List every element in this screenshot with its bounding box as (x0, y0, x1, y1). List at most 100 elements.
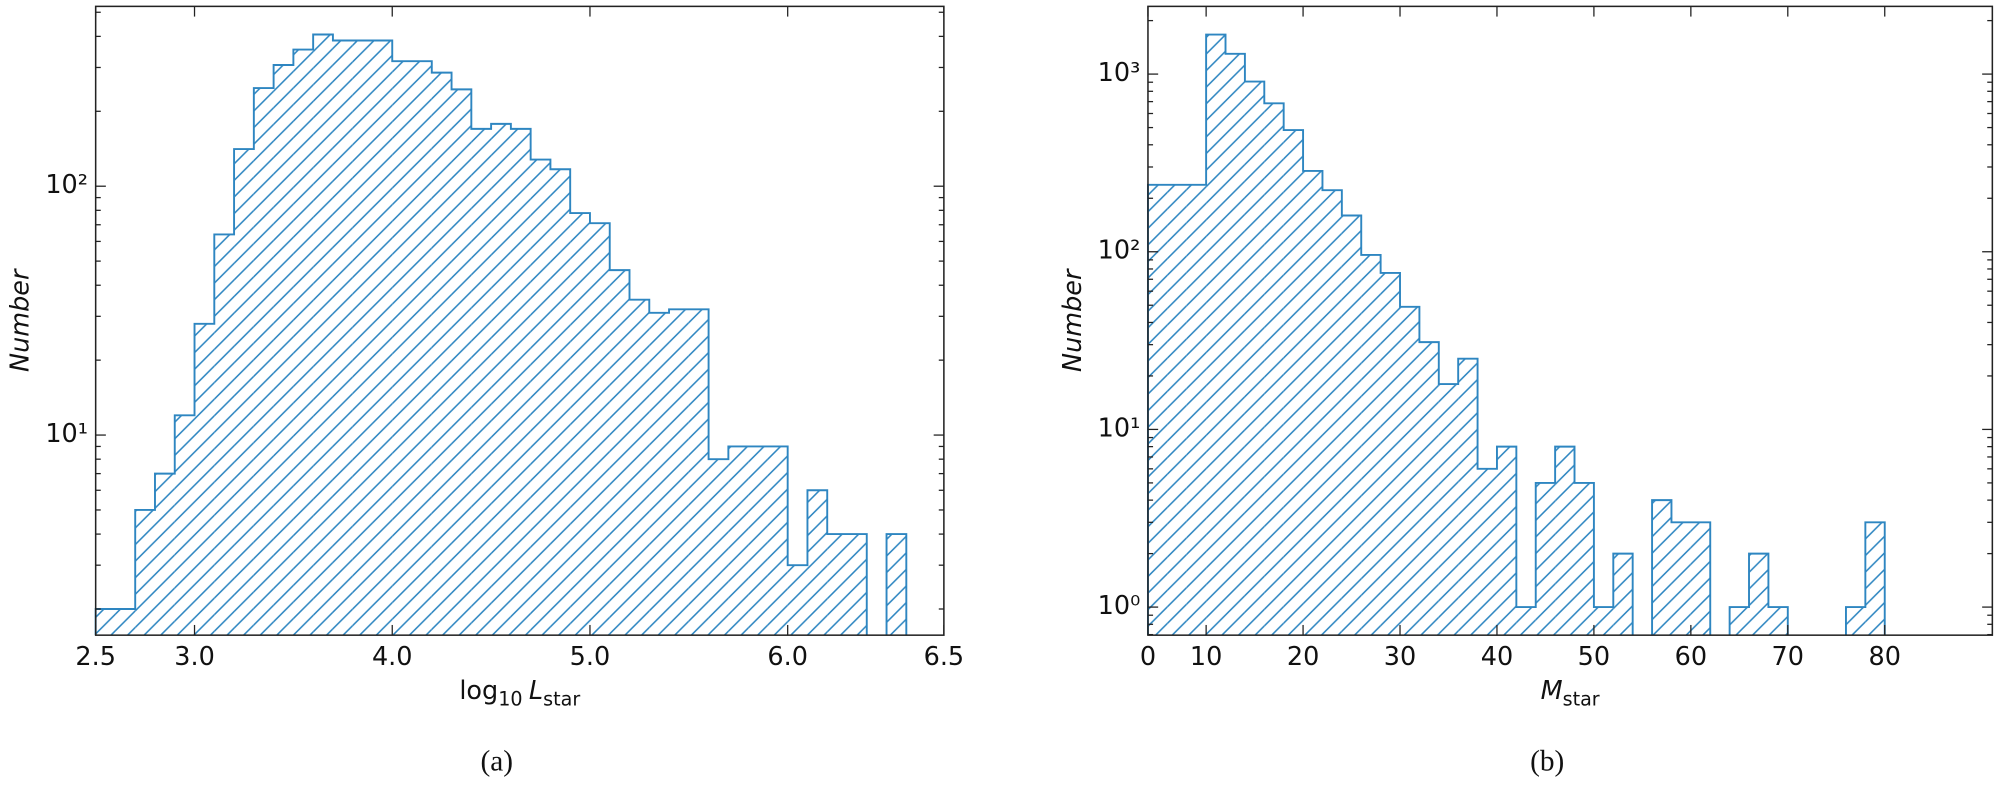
bar (589, 223, 610, 636)
bar (510, 128, 531, 636)
bar (708, 459, 729, 636)
bar (352, 40, 373, 636)
bar (1283, 130, 1304, 636)
bar (1613, 553, 1633, 636)
bar (372, 40, 393, 636)
x-tick-label: 10 (1190, 642, 1222, 672)
bar (1671, 522, 1691, 636)
y-axis-label: Number (1058, 268, 1088, 372)
x-tick-label: 3.0 (174, 642, 215, 672)
bar (1516, 607, 1536, 636)
bar (1380, 272, 1401, 636)
bar (95, 609, 116, 636)
histogram-panel: 0 10 20 30 40 50 60 70 80 10⁰ 10¹ 10² 10³ Number Mstar… (1058, 5, 1994, 777)
y-tick-label: 10³ (1098, 58, 1141, 88)
y-tick-label: 10¹ (45, 419, 88, 449)
bar (471, 128, 492, 636)
bar (728, 446, 749, 636)
bar (1206, 34, 1226, 636)
x-label-text: L (529, 676, 543, 706)
bar (530, 159, 551, 636)
y-tick-label: 10⁰ (1098, 591, 1141, 621)
x-label-subscript: star (1563, 687, 1600, 710)
x-label-subscript: star (543, 687, 580, 710)
bar (1400, 306, 1420, 636)
bar (214, 234, 235, 636)
bar (1690, 522, 1711, 636)
bar (1264, 103, 1284, 636)
x-tick-label: 6.5 (924, 642, 965, 672)
bar (491, 123, 511, 636)
bar (392, 61, 413, 636)
bar (767, 446, 788, 636)
bar (1845, 607, 1866, 636)
bar (135, 509, 155, 636)
bar (1477, 468, 1497, 636)
bar (1167, 184, 1187, 636)
bar (1496, 446, 1517, 636)
x-axis-label: Mstar (1541, 676, 1600, 710)
bar (1303, 170, 1323, 636)
bar (332, 40, 353, 636)
x-tick-label: 80 (1869, 642, 1901, 672)
x-tick-label: 60 (1675, 642, 1707, 672)
bar (1652, 500, 1672, 636)
bar (886, 534, 907, 636)
bar (748, 446, 768, 636)
y-tick-label: 10² (1098, 236, 1141, 266)
bar (115, 609, 136, 636)
bar (1458, 358, 1478, 636)
bar (451, 89, 472, 636)
bar (1574, 482, 1594, 636)
y-tick-label: 10² (45, 170, 88, 200)
bar (688, 309, 709, 636)
bar (570, 213, 590, 636)
bar (787, 565, 808, 636)
x-axis-label: log10 Lstar (459, 676, 580, 710)
x-label-text: log (459, 676, 498, 706)
bar (1147, 184, 1168, 636)
x-label-subscript: 10 (498, 687, 522, 710)
bar (669, 309, 689, 636)
bar (1361, 254, 1381, 636)
x-tick-label: 70 (1772, 642, 1804, 672)
bar (253, 88, 274, 636)
bar (1244, 81, 1265, 636)
x-tick-label: 0 (1140, 642, 1156, 672)
bar (273, 64, 294, 636)
x-tick-label: 6.0 (767, 642, 808, 672)
histogram-panel: 2.5 3.0 4.0 5.0 6.0 6.5 10¹ 10² Number log10 Lstar… (6, 5, 965, 777)
histogram-outline (94, 33, 908, 636)
bar (1768, 607, 1788, 636)
x-tick-label: 20 (1287, 642, 1319, 672)
x-tick-label: 50 (1578, 642, 1610, 672)
bar (431, 72, 452, 636)
bar (174, 415, 195, 636)
bar (827, 534, 847, 636)
bar (1225, 53, 1245, 636)
x-tick-label: 4.0 (372, 642, 413, 672)
bar (807, 490, 828, 636)
bar (1593, 607, 1614, 636)
x-label-text: M (1541, 676, 1563, 706)
plot-frame (1147, 5, 1994, 636)
bar (846, 534, 867, 636)
bar (1186, 184, 1207, 636)
bar (1749, 553, 1769, 636)
bar (1438, 384, 1459, 636)
bar (1322, 190, 1342, 636)
y-axis-label: Number (6, 268, 36, 372)
bar (1535, 482, 1556, 636)
bar (1729, 607, 1750, 636)
bar (293, 49, 314, 636)
bar (1555, 446, 1575, 636)
bar (649, 312, 670, 636)
histogram-outline (1147, 33, 1886, 636)
bar (550, 169, 571, 636)
bar (1865, 522, 1885, 636)
caption: (b) (1530, 745, 1564, 777)
bar (609, 270, 630, 636)
bar (234, 149, 254, 636)
